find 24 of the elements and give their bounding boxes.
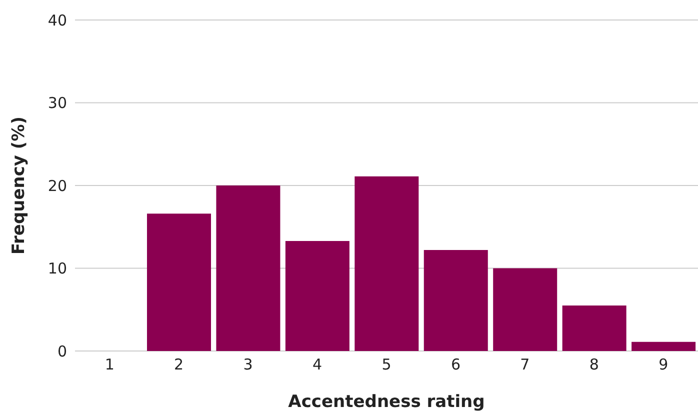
y-tick-label: 20 bbox=[48, 176, 67, 195]
bar bbox=[285, 240, 350, 351]
x-tick-label: 2 bbox=[174, 356, 184, 374]
x-tick-label: 7 bbox=[520, 356, 530, 374]
y-tick-label: 40 bbox=[48, 11, 67, 30]
y-tick-label: 30 bbox=[48, 94, 67, 112]
y-tick-label: 0 bbox=[57, 342, 67, 360]
x-tick-label: 9 bbox=[658, 356, 668, 374]
x-tick-label: 5 bbox=[382, 356, 392, 374]
x-tick-label: 4 bbox=[312, 356, 322, 374]
bar bbox=[632, 342, 696, 351]
bar bbox=[354, 176, 419, 351]
x-tick-label: 1 bbox=[104, 356, 114, 374]
y-axis-title: Frequency (%) bbox=[9, 116, 30, 254]
x-tick-label: 8 bbox=[589, 356, 599, 374]
x-axis-title: Accentedness rating bbox=[288, 392, 485, 411]
bar bbox=[216, 186, 280, 351]
bar bbox=[493, 268, 558, 351]
bar bbox=[562, 305, 626, 351]
x-tick-label: 3 bbox=[243, 356, 253, 374]
x-tick-label: 6 bbox=[450, 356, 460, 374]
bar bbox=[424, 250, 488, 351]
y-tick-label: 10 bbox=[48, 260, 67, 278]
bar bbox=[146, 214, 211, 351]
